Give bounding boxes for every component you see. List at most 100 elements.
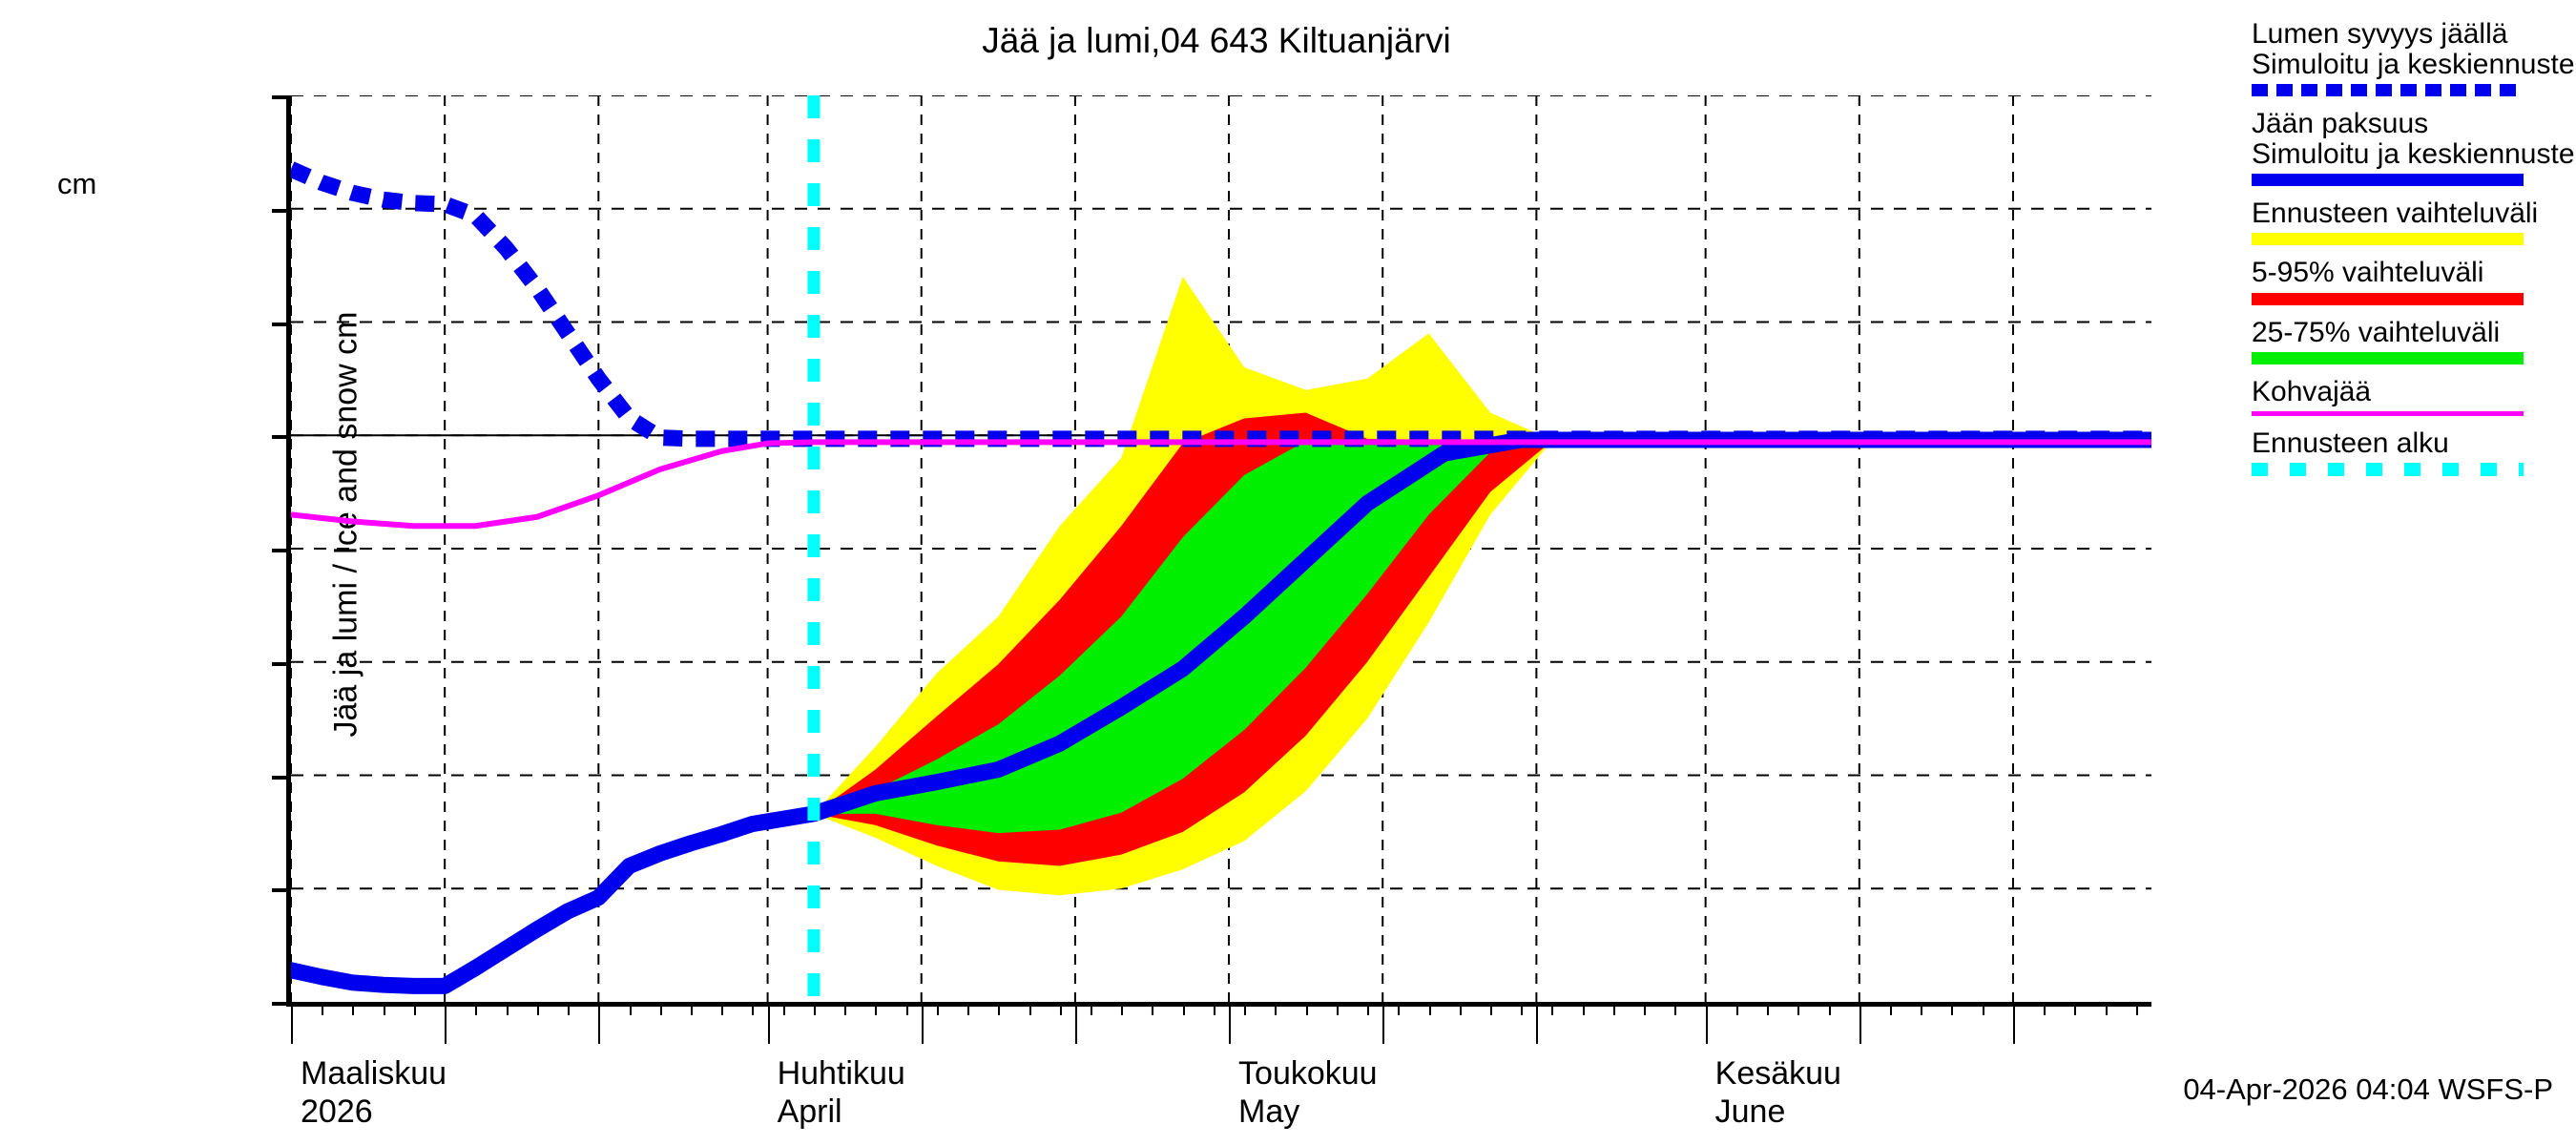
legend-entry: 25-75% vaihteluväli [2252, 316, 2566, 364]
x-axis-minor-tick [1551, 1002, 1554, 1015]
y-axis-tick-mark [272, 435, 291, 440]
y-axis-tick-mark [272, 549, 291, 552]
x-axis-minor-tick [1490, 1002, 1493, 1015]
x-axis-minor-tick [1582, 1002, 1585, 1015]
x-axis-major-tick [445, 1002, 447, 1044]
legend-entry: Lumen syvyys jäällä Simuloitu ja keskienn… [2252, 18, 2575, 97]
x-axis-minor-tick [1428, 1002, 1431, 1015]
y-axis-tick-mark [272, 661, 291, 666]
x-axis-minor-tick [475, 1002, 478, 1015]
legend-entry: Ennusteen vaihteluväli [2252, 198, 2566, 246]
y-axis-tick-mark [272, 208, 291, 213]
legend-entry-title: Ennusteen vaihteluväli [2252, 198, 2539, 230]
legend-swatch [2252, 351, 2524, 364]
x-axis-major-tick [767, 1002, 770, 1044]
legend-swatch [2252, 462, 2524, 476]
x-axis-minor-tick [967, 1002, 970, 1015]
x-axis-minor-tick [2044, 1002, 2046, 1015]
x-axis-major-tick [1705, 1002, 1708, 1044]
x-axis-minor-tick [813, 1002, 816, 1015]
x-axis-month-label-en: April [777, 1093, 842, 1131]
x-axis-minor-tick [1244, 1002, 1247, 1015]
x-axis-minor-tick [1735, 1002, 1738, 1015]
x-axis-minor-tick [1028, 1002, 1031, 1015]
x-axis-minor-tick [1644, 1002, 1647, 1015]
x-axis-minor-tick [1121, 1002, 1124, 1015]
x-axis-month-label: Maaliskuu 2026 [301, 1054, 447, 1131]
legend: Lumen syvyys jäällä Simuloitu ja keskienn… [2252, 18, 2575, 489]
x-axis-minor-tick [1890, 1002, 1893, 1015]
x-axis-major-tick [291, 1002, 293, 1044]
x-axis-major-tick [1859, 1002, 1861, 1044]
x-axis-minor-tick [1767, 1002, 1770, 1015]
legend-entry-title: Lumen syvyys jäällä [2252, 18, 2508, 50]
x-axis-minor-tick [1336, 1002, 1339, 1015]
x-axis-minor-tick [1828, 1002, 1831, 1015]
x-axis-minor-tick [782, 1002, 785, 1015]
x-axis-minor-tick [691, 1002, 693, 1015]
x-axis-minor-tick [905, 1002, 908, 1015]
series-line-kohvajaa [291, 439, 2151, 530]
x-axis-minor-tick [721, 1002, 724, 1015]
y-axis-tick-mark [272, 1002, 291, 1006]
x-axis-minor-tick [1674, 1002, 1677, 1015]
x-axis-minor-tick [875, 1002, 878, 1015]
legend-swatch [2252, 174, 2524, 187]
x-axis-minor-tick [506, 1002, 509, 1015]
x-axis-month-label-en: 2026 [301, 1093, 373, 1131]
x-axis-major-tick [921, 1002, 924, 1044]
x-axis-minor-tick [352, 1002, 355, 1015]
legend-entry: Ennusteen alku [2252, 427, 2566, 476]
x-axis-major-tick [598, 1002, 601, 1044]
legend-entry-title: Jään paksuus [2252, 108, 2429, 140]
plot-canvas [291, 95, 2151, 1002]
legend-entry-title: Ennusteen alku [2252, 427, 2449, 459]
x-axis-minor-tick [844, 1002, 847, 1015]
x-axis-minor-tick [1367, 1002, 1370, 1015]
timestamp: 04-Apr-2026 04:04 WSFS-P [2183, 1072, 2553, 1106]
x-axis-minor-tick [413, 1002, 416, 1015]
x-axis-month-label-en: June [1714, 1093, 1786, 1131]
x-axis-minor-tick [659, 1002, 662, 1015]
x-axis-month-label: Toukokuu May [1238, 1054, 1378, 1131]
x-axis-month-label-fi: Kesäkuu [1714, 1055, 1841, 1092]
x-axis-minor-tick [1059, 1002, 1062, 1015]
x-axis-major-tick [2012, 1002, 2015, 1044]
x-axis-minor-tick [1152, 1002, 1154, 1015]
x-axis-minor-tick [536, 1002, 539, 1015]
x-axis-minor-tick [1951, 1002, 1954, 1015]
x-axis-minor-tick [998, 1002, 1001, 1015]
legend-entry-title: Kohvajää [2252, 375, 2372, 407]
x-axis-minor-tick [1398, 1002, 1401, 1015]
legend-swatch [2252, 233, 2524, 246]
x-axis-minor-tick [2135, 1002, 2138, 1015]
legend-entry-subtitle: Simuloitu ja keskiennuste [2252, 138, 2575, 171]
page-title: Jää ja lumi,04 643 Kiltuanjärvi [982, 21, 1451, 60]
x-axis-minor-tick [383, 1002, 385, 1015]
legend-swatch [2252, 410, 2524, 416]
forecast-band [813, 440, 1552, 834]
x-axis-month-label-fi: Huhtikuu [777, 1055, 905, 1092]
y-axis-unit: cm [57, 167, 97, 200]
series-line-ice-thickness [291, 431, 2151, 994]
legend-swatch [2252, 292, 2524, 305]
plot-area: Jää ja lumi / Ice and snow cm 3020100-10… [272, 95, 2151, 1130]
legend-entry: Jään paksuus Simuloitu ja keskiennuste [2252, 108, 2575, 187]
x-axis-minor-tick [568, 1002, 571, 1015]
x-axis-minor-tick [2074, 1002, 2077, 1015]
legend-entry-title: 5-95% vaihteluväli [2252, 257, 2484, 289]
x-axis-minor-tick [1091, 1002, 1093, 1015]
legend-entry-subtitle: Simuloitu ja keskiennuste [2252, 49, 2575, 81]
x-axis-minor-tick [752, 1002, 755, 1015]
x-axis-minor-tick [1213, 1002, 1215, 1015]
x-axis-minor-tick [1921, 1002, 1923, 1015]
x-axis-minor-tick [936, 1002, 939, 1015]
x-axis-month-label-en: May [1238, 1093, 1300, 1131]
x-axis-month-label: Huhtikuu April [778, 1054, 905, 1131]
y-axis-tick-mark [272, 888, 291, 893]
x-axis-minor-tick [1182, 1002, 1185, 1015]
x-axis-minor-tick [2105, 1002, 2108, 1015]
x-axis-major-tick [1229, 1002, 1232, 1044]
legend-entry-title: 25-75% vaihteluväli [2252, 316, 2501, 348]
